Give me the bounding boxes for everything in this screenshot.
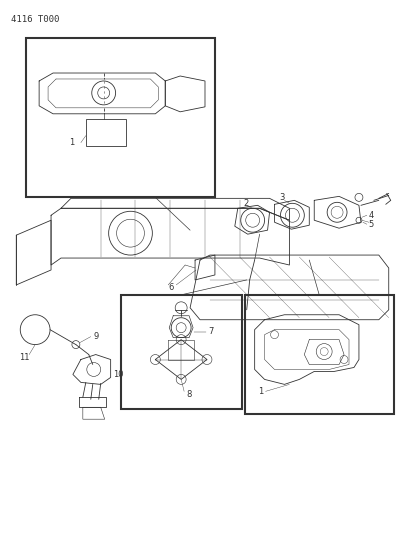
Bar xyxy=(86,119,126,146)
Text: 2: 2 xyxy=(244,199,249,208)
Text: 7: 7 xyxy=(208,327,213,336)
Text: 1: 1 xyxy=(257,387,263,396)
Text: 1: 1 xyxy=(69,138,74,147)
Text: 6: 6 xyxy=(168,284,174,293)
Text: 5: 5 xyxy=(369,220,374,229)
Bar xyxy=(121,295,242,409)
Text: 3: 3 xyxy=(279,193,285,202)
Text: 11: 11 xyxy=(19,353,30,362)
Text: 8: 8 xyxy=(186,390,191,399)
Bar xyxy=(245,295,394,414)
Text: 4: 4 xyxy=(369,211,374,220)
Text: 4116 T000: 4116 T000 xyxy=(11,15,60,25)
Bar xyxy=(26,38,215,197)
Text: 9: 9 xyxy=(94,332,99,341)
Text: 10: 10 xyxy=(113,370,123,379)
